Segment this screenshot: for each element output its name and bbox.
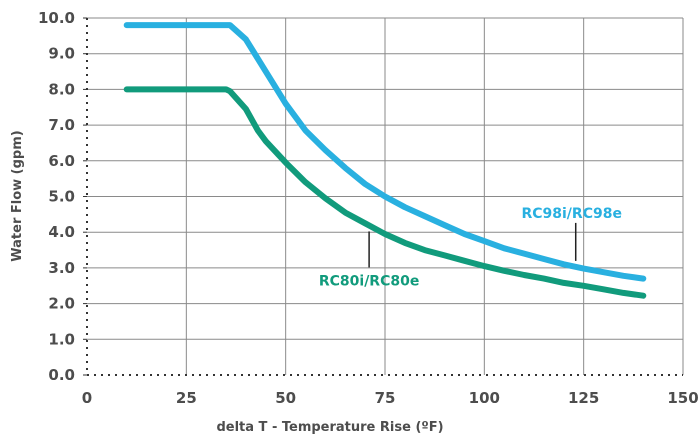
series-label-rc80: RC80i/RC80e (319, 273, 419, 289)
x-tick-label: 25 (176, 389, 197, 407)
axes (83, 17, 683, 376)
y-tick-label: 10.0 (38, 9, 75, 27)
series-line-rc80 (123, 86, 647, 299)
y-axis-title: Water Flow (gpm) (10, 130, 25, 261)
x-tick-label: 150 (667, 389, 698, 407)
series-label-rc98: RC98i/RC98e (521, 206, 621, 222)
x-tick-label: 75 (375, 389, 396, 407)
y-tick-label: 8.0 (48, 80, 75, 98)
series-annotations: RC98i/RC98e RC80i/RC80e (319, 206, 622, 290)
x-tick-label: 100 (469, 389, 500, 407)
x-tick-label: 0 (82, 389, 92, 407)
y-tick-label: 4.0 (48, 223, 75, 241)
series-line-rc98 (123, 22, 647, 282)
y-tick-label: 1.0 (48, 330, 75, 348)
x-axis-title: delta T - Temperature Rise (ºF) (216, 420, 443, 435)
y-tick-label: 5.0 (48, 188, 75, 206)
x-tick-label: 125 (568, 389, 599, 407)
x-tick-label: 50 (275, 389, 296, 407)
y-tick-label: 9.0 (48, 45, 75, 63)
series-lines (123, 22, 647, 299)
y-tick-label: 2.0 (48, 295, 75, 313)
tick-labels: 0.0 1.0 2.0 3.0 4.0 5.0 6.0 7.0 8.0 9.0 10.0 0 25 50 7… (38, 9, 698, 407)
y-tick-label: 6.0 (48, 152, 75, 170)
y-tick-label: 0.0 (48, 366, 75, 384)
y-tick-label: 7.0 (48, 116, 75, 134)
y-tick-label: 3.0 (48, 259, 75, 277)
